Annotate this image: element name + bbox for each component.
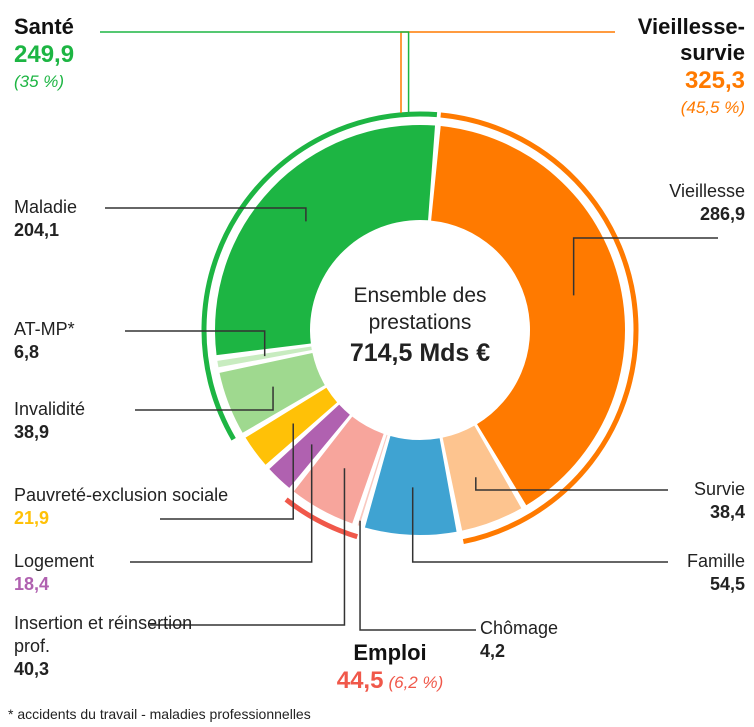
leader-line <box>572 237 718 296</box>
group-share: (35 %) <box>14 72 65 91</box>
segment <box>217 346 312 368</box>
group-arc <box>440 112 639 545</box>
value-label: 204,1 <box>14 220 60 240</box>
category-name: AT-MP* <box>14 319 75 339</box>
segment <box>245 387 338 465</box>
value-label: 38,9 <box>14 422 50 442</box>
segment-label: Famille 54,5 <box>620 550 745 596</box>
value-label: 286,9 <box>699 204 745 224</box>
value-label: 38,4 <box>709 502 745 522</box>
group-name: Vieillesse-survie <box>637 14 745 65</box>
category-name: Pauvreté-exclusion sociale <box>14 485 229 505</box>
segment <box>442 425 522 531</box>
leader-line <box>100 31 410 113</box>
leader-line <box>105 207 307 222</box>
group-share: (45,5 %) <box>680 98 745 117</box>
group-values: 44,5 (6,2 %) <box>300 666 480 696</box>
leader-line <box>400 31 615 113</box>
segment <box>431 126 626 506</box>
segment-label: Maladie 204,1 <box>14 196 204 242</box>
segment <box>364 435 457 535</box>
value-label: 54,5 <box>709 574 745 594</box>
group-name: Emploi <box>353 640 427 665</box>
center-label: Ensemble des prestations 714,5 Mds € <box>320 282 520 370</box>
group-value: 325,3 <box>684 67 745 94</box>
total: 714,5 Mds € <box>349 339 491 367</box>
group-arc <box>284 497 358 540</box>
segment <box>219 353 325 433</box>
group-arc <box>201 111 438 441</box>
segment-label: Logement 18,4 <box>14 550 204 596</box>
segment-label: Chômage 4,2 <box>480 617 600 663</box>
leader-line <box>160 423 294 520</box>
group-values: 249,9 (35 %) <box>14 40 214 93</box>
segment <box>357 434 388 526</box>
group-share: (6,2 %) <box>388 673 444 692</box>
value-label: 4,2 <box>480 641 506 661</box>
leader-line <box>125 330 266 357</box>
group-label: Vieillesse-survie 325,3 (45,5 %) <box>595 14 745 119</box>
value-label: 18,4 <box>14 574 50 594</box>
group-name: Santé <box>14 14 74 39</box>
segment-label: Pauvreté-exclusion sociale 21,9 <box>14 484 244 530</box>
category-name: Maladie <box>14 197 78 217</box>
footnote: * accidents du travail - maladies profes… <box>8 706 311 722</box>
value-label: 40,3 <box>14 659 50 679</box>
leader-line <box>475 477 668 491</box>
category-name: Insertion et réinsertion prof. <box>14 613 193 656</box>
group-value: 44,5 <box>336 667 384 694</box>
center-text: Ensemble des prestations <box>353 284 487 334</box>
category-name: Logement <box>14 551 95 571</box>
segment <box>215 124 436 356</box>
leader-line <box>130 444 313 563</box>
group-label: Santé 249,9 (35 %) <box>14 14 214 93</box>
segment <box>269 404 350 488</box>
group-label: Emploi 44,5 (6,2 %) <box>300 640 480 696</box>
category-name: Famille <box>686 551 745 571</box>
group-values: 325,3 (45,5 %) <box>595 66 745 119</box>
segment-label: Insertion et réinsertion prof. 40,3 <box>14 612 209 681</box>
segment-label: AT-MP* 6,8 <box>14 318 204 364</box>
segment-label: Invalidité 38,9 <box>14 398 204 444</box>
category-name: Survie <box>693 479 745 499</box>
value-label: 21,9 <box>14 508 50 528</box>
value-label: 6,8 <box>14 342 40 362</box>
category-name: Invalidité <box>14 399 86 419</box>
leader-line <box>359 520 476 631</box>
segment-label: Survie 38,4 <box>620 478 745 524</box>
leader-line <box>411 487 668 563</box>
category-name: Vieillesse <box>669 181 745 201</box>
category-name: Chômage <box>480 618 559 638</box>
leader-line <box>150 468 346 626</box>
leader-line <box>135 386 274 411</box>
group-value: 249,9 <box>14 41 75 68</box>
segment <box>293 416 384 524</box>
segment-label: Vieillesse 286,9 <box>560 180 745 226</box>
